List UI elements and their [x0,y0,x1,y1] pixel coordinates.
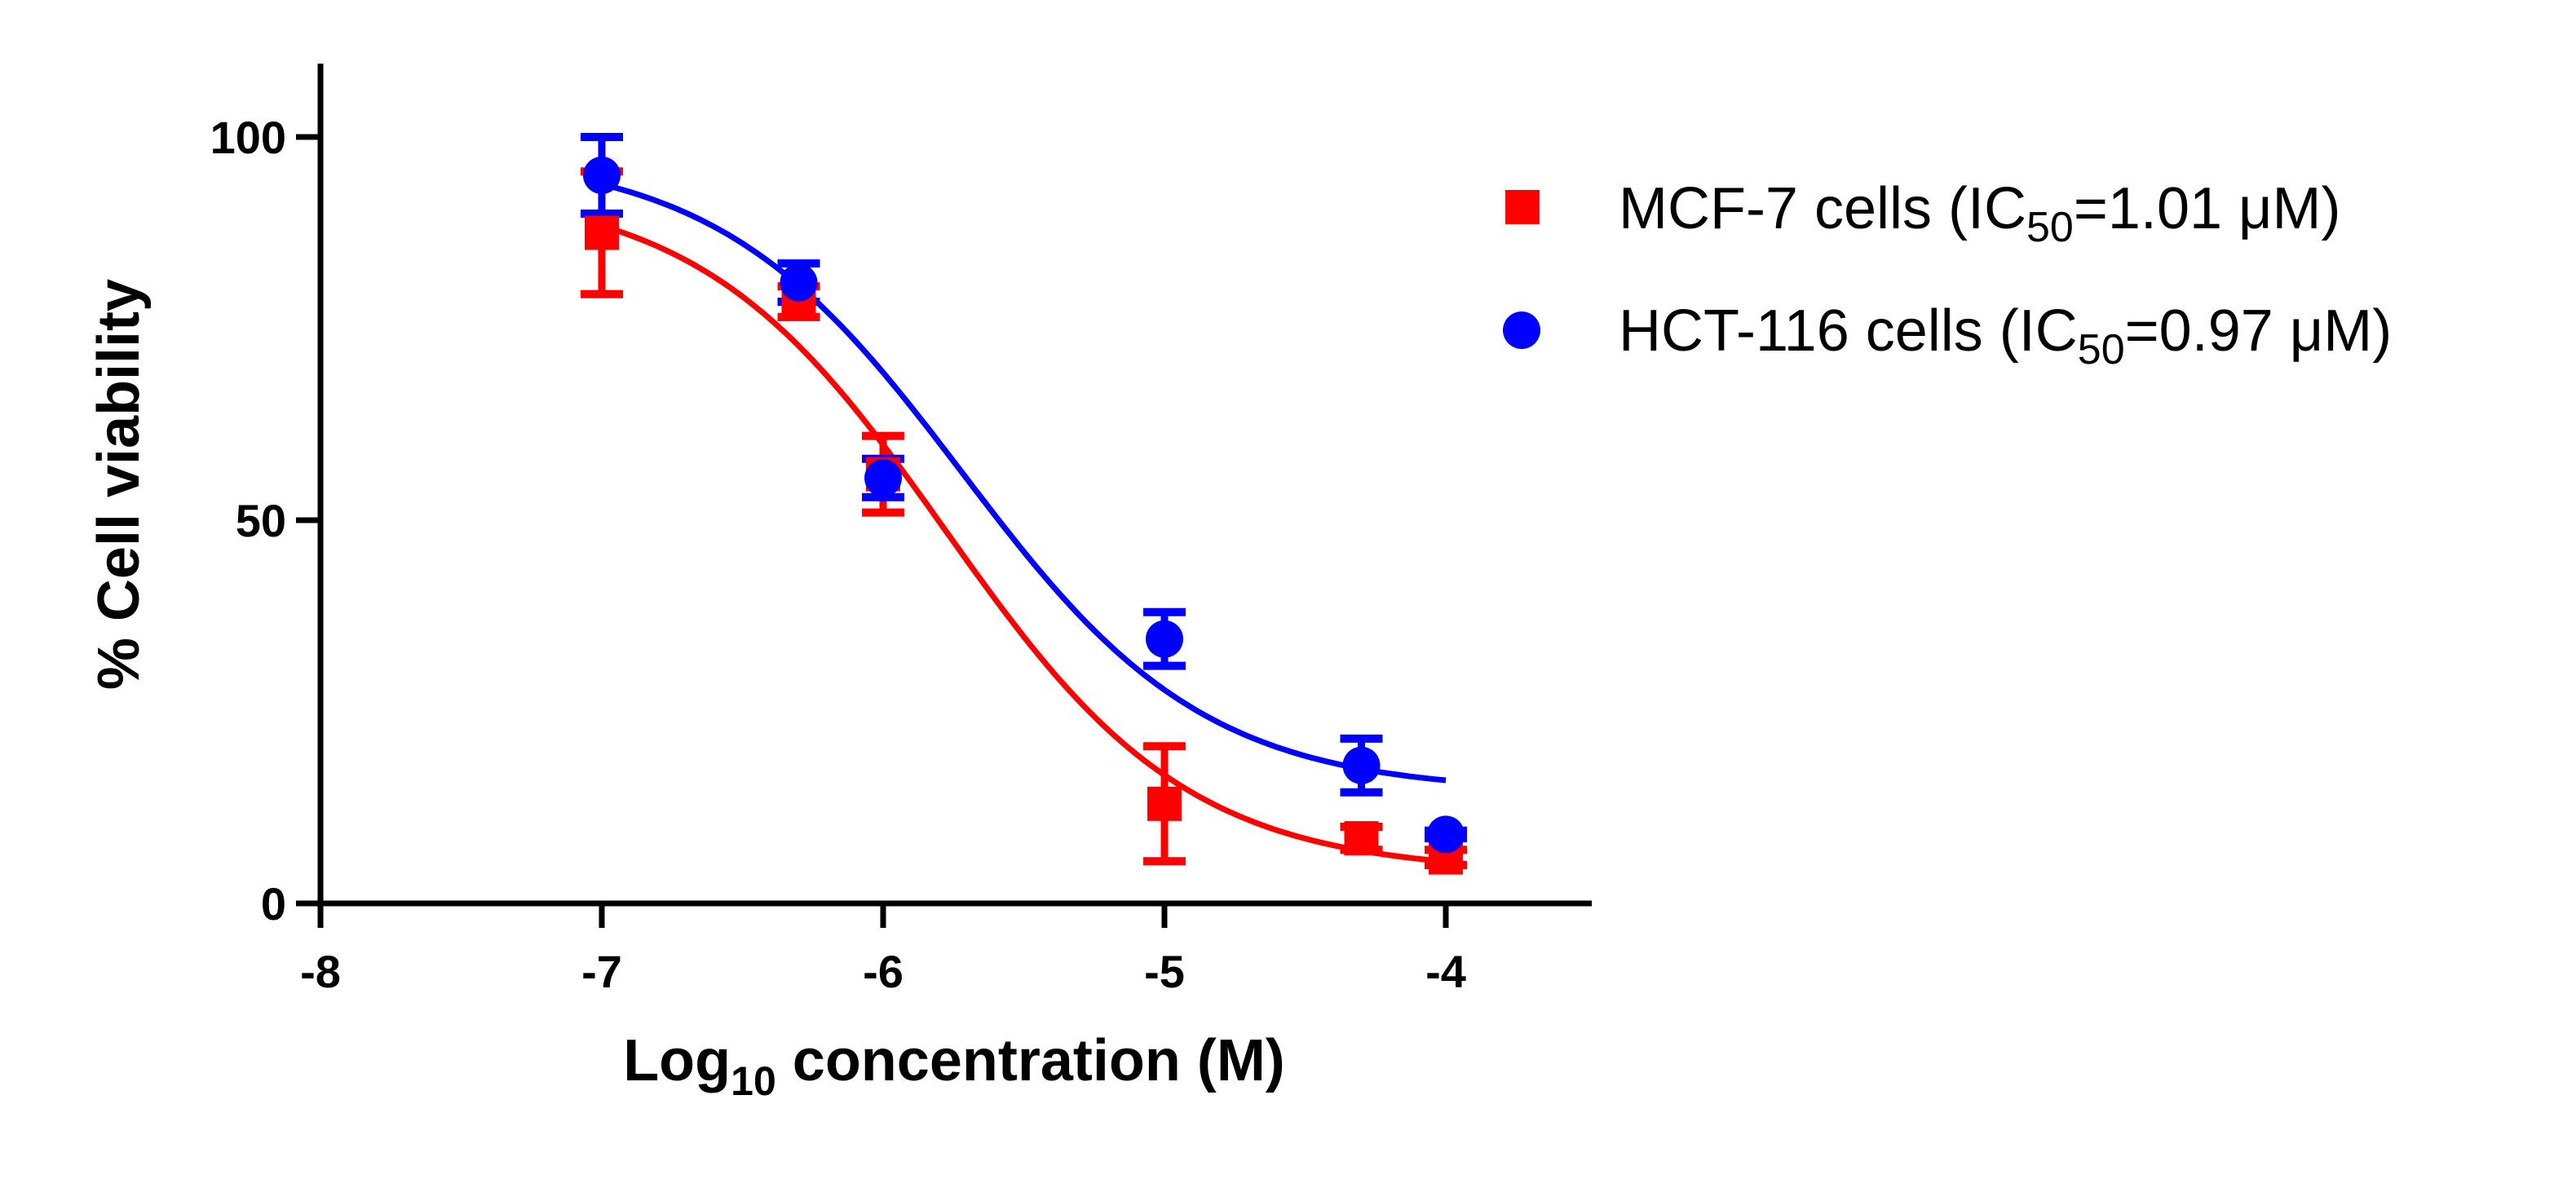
x-tick-label: -4 [1425,946,1466,997]
legend: MCF-7 cells (IC50=1.01 μM) HCT-116 cells… [1503,176,2392,373]
y-axis-ticks: 0 50 100 [210,112,320,930]
y-tick-label: 100 [210,112,286,163]
x-axis-title: Log10 concentration (M) [623,1028,1285,1104]
data-markers [583,157,1465,875]
x-tick-label: -7 [581,946,622,997]
legend-label-hct116: HCT-116 cells (IC50=0.97 μM) [1619,298,2392,373]
y-axis-title: % Cell viability [86,279,152,690]
legend-marker-square-red [1505,190,1540,224]
data-point-hct116 [1146,620,1183,658]
axes: 0 50 100 -8 -7 -6 -5 -4 [210,64,1592,997]
fit-curve-1 [601,181,1447,784]
legend-item-mcf7: MCF-7 cells (IC50=1.01 μM) [1505,176,2340,251]
fit-curve-0 [600,223,1447,865]
data-point-hct116 [1427,815,1465,854]
legend-item-hct116: HCT-116 cells (IC50=0.97 μM) [1503,298,2392,373]
y-tick-label: 0 [261,878,286,930]
fit-curves [600,181,1447,865]
y-tick-label: 50 [236,495,286,546]
x-tick-label: -5 [1144,946,1185,997]
data-point-hct116 [780,263,818,302]
legend-label-mcf7: MCF-7 cells (IC50=1.01 μM) [1619,176,2340,251]
data-point-hct116 [583,157,621,194]
x-axis-ticks: -8 -7 -6 -5 -4 [300,903,1466,997]
data-point-mcf7 [1147,786,1182,821]
data-point-mcf7 [1344,821,1379,856]
x-tick-label: -6 [863,946,904,997]
x-tick-label: -8 [300,946,341,997]
legend-marker-circle-blue [1503,311,1540,349]
data-point-mcf7 [585,215,619,250]
data-point-hct116 [1342,746,1381,784]
error-bars [581,133,1467,869]
data-point-hct116 [864,459,902,497]
